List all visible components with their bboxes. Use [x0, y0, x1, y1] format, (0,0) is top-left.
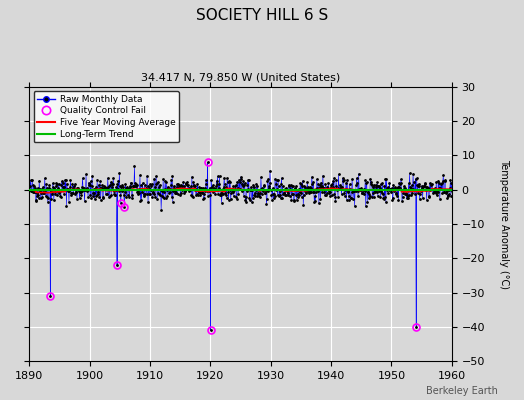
Title: 34.417 N, 79.850 W (United States): 34.417 N, 79.850 W (United States) [141, 73, 340, 83]
Y-axis label: Temperature Anomaly (°C): Temperature Anomaly (°C) [499, 159, 509, 289]
Text: SOCIETY HILL 6 S: SOCIETY HILL 6 S [196, 8, 328, 23]
Legend: Raw Monthly Data, Quality Control Fail, Five Year Moving Average, Long-Term Tren: Raw Monthly Data, Quality Control Fail, … [34, 91, 179, 142]
Text: Berkeley Earth: Berkeley Earth [426, 386, 498, 396]
